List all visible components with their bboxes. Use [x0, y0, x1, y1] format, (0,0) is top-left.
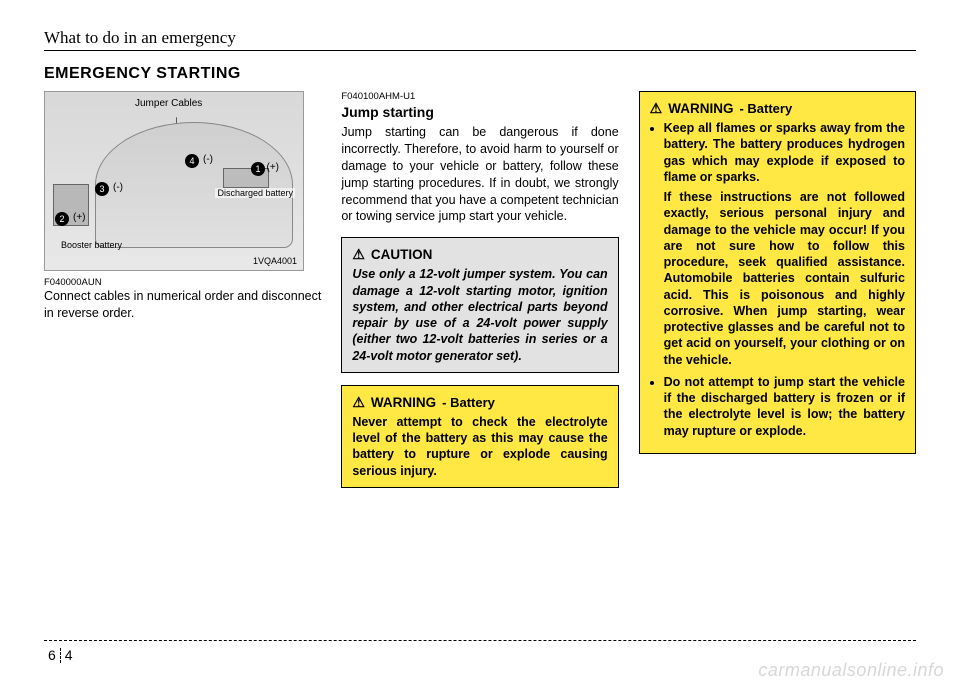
page-in-chapter: 4 — [61, 648, 77, 663]
caution-body: Use only a 12-volt jumper system. You ca… — [352, 266, 607, 364]
booster-battery-label: Booster battery — [61, 240, 122, 250]
jump-start-diagram: Jumper Cables ↓ 1 (+) 2 (+) 3 (-) 4 (-) … — [44, 91, 304, 271]
polarity-1: (+) — [267, 162, 280, 173]
warning-triangle-icon: ⚠ — [352, 394, 365, 411]
step-3-marker: 3 — [95, 182, 109, 196]
warning-box-2: ⚠ WARNING - Battery Keep all flames or s… — [639, 91, 916, 454]
discharged-battery-label: Discharged battery — [215, 188, 295, 198]
chapter-number: 6 — [44, 648, 61, 663]
footer-rule — [44, 640, 916, 641]
warning1-suffix: - Battery — [442, 395, 495, 410]
polarity-2: (+) — [73, 212, 86, 223]
diagram-code: 1VQA4001 — [253, 256, 297, 266]
figure-caption: Connect cables in numerical order and di… — [44, 288, 321, 322]
subsection-code: F040100AHM-U1 — [341, 91, 618, 102]
jump-start-paragraph: Jump starting can be dangerous if done i… — [341, 124, 618, 225]
warning2-suffix: - Battery — [739, 101, 792, 116]
warning-box-1: ⚠ WARNING - Battery Never attempt to che… — [341, 385, 618, 488]
warning2-item: Keep all flames or sparks away from the … — [664, 120, 905, 368]
polarity-4: (-) — [203, 154, 213, 165]
warning2-body: Keep all flames or sparks away from the … — [650, 120, 905, 439]
warning2-item-cont: If these instructions are not followed e… — [664, 189, 905, 368]
watermark: carmanualsonline.info — [758, 660, 944, 681]
header-title: What to do in an emergency — [44, 28, 916, 48]
polarity-3: (-) — [113, 182, 123, 193]
warning1-title: ⚠ WARNING - Battery — [352, 394, 607, 411]
warning1-body: Never attempt to check the electrolyte l… — [352, 414, 607, 479]
caution-title-text: CAUTION — [371, 247, 433, 262]
warning1-title-text: WARNING — [371, 395, 436, 410]
subsection-heading: Jump starting — [341, 104, 618, 120]
caution-title: ⚠ CAUTION — [352, 246, 607, 263]
figure-code: F040000AUN — [44, 277, 321, 288]
warning2-title-text: WARNING — [668, 101, 733, 116]
column-2: F040100AHM-U1 Jump starting Jump startin… — [341, 91, 618, 488]
jumper-cables-label: Jumper Cables — [135, 98, 202, 109]
step-1-marker: 1 — [251, 162, 265, 176]
header-rule: What to do in an emergency — [44, 28, 916, 51]
warning2-item: Do not attempt to jump start the vehicle… — [664, 374, 905, 439]
column-1: Jumper Cables ↓ 1 (+) 2 (+) 3 (-) 4 (-) … — [44, 91, 321, 488]
section-title: EMERGENCY STARTING — [44, 65, 916, 83]
step-4-marker: 4 — [185, 154, 199, 168]
column-3: ⚠ WARNING - Battery Keep all flames or s… — [639, 91, 916, 488]
warning-triangle-icon: ⚠ — [650, 100, 663, 117]
caution-box: ⚠ CAUTION Use only a 12-volt jumper syst… — [341, 237, 618, 373]
warning2-list: Keep all flames or sparks away from the … — [650, 120, 905, 439]
warning-triangle-icon: ⚠ — [352, 246, 365, 263]
columns: Jumper Cables ↓ 1 (+) 2 (+) 3 (-) 4 (-) … — [44, 91, 916, 488]
warning2-item-text: Keep all flames or sparks away from the … — [664, 121, 905, 184]
warning2-title: ⚠ WARNING - Battery — [650, 100, 905, 117]
page-number: 6 4 — [44, 648, 77, 663]
page: What to do in an emergency EMERGENCY STA… — [0, 0, 960, 488]
step-2-marker: 2 — [55, 212, 69, 226]
